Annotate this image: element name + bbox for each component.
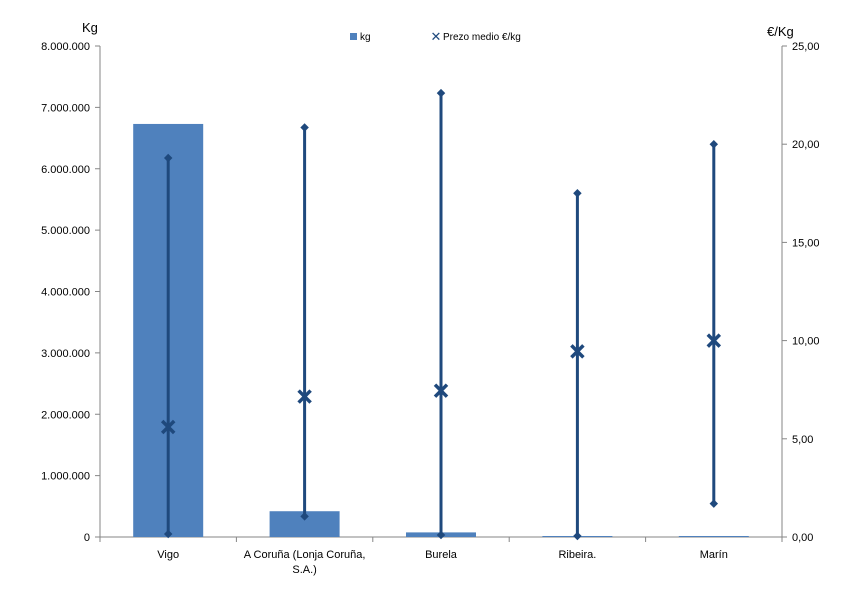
price-high-marker	[709, 139, 719, 149]
axis-labels: 0 1.000.000 2.000.000 3.000.000 4.000.000 5.0…	[41, 41, 819, 576]
left-tick-label: 6.000.000	[41, 164, 90, 176]
price-low-marker	[709, 499, 719, 508]
left-tick-label: 3.000.000	[41, 348, 90, 360]
category-label: Burela	[425, 549, 458, 561]
price-mean-marker	[433, 383, 449, 398]
category-label: A Coruña (Lonja Coruña, S.A.)	[244, 549, 366, 576]
price-high-marker	[163, 153, 173, 163]
price-high-marker	[300, 123, 309, 132]
legend-price-label: Prezo medio €/kg	[443, 32, 521, 43]
right-tick-label: 15,00	[792, 237, 820, 249]
right-tick-label: 0,00	[792, 532, 813, 544]
price-mean-marker	[160, 419, 176, 435]
left-tick-label: 8.000.000	[41, 41, 90, 53]
legend: kg ✕ Prezo medio €/kg	[350, 29, 521, 44]
left-tick-label: 0	[84, 532, 90, 544]
price-mean-marker	[297, 389, 312, 404]
right-tick-label: 20,00	[792, 139, 820, 151]
price-high-marker	[573, 189, 582, 198]
price-low-marker	[436, 530, 446, 540]
category-label: Ribeira.	[558, 549, 596, 561]
price-low-marker	[573, 531, 582, 541]
left-tick-label: 1.000.000	[41, 471, 90, 483]
legend-kg-label: kg	[360, 32, 371, 43]
category-label: Vigo	[157, 549, 179, 561]
price-range-lines	[160, 88, 722, 541]
price-high-marker	[436, 88, 446, 98]
right-tick-label: 5,00	[792, 434, 813, 446]
price-low-marker	[300, 512, 309, 521]
price-mean-marker	[570, 344, 585, 359]
left-axis-title: Kg	[82, 20, 98, 35]
left-tick-label: 2.000.000	[41, 409, 90, 421]
left-tick-label: 7.000.000	[41, 102, 90, 114]
bar-kg	[678, 536, 749, 537]
right-tick-label: 10,00	[792, 336, 820, 348]
price-mean-marker	[706, 333, 722, 348]
left-tick-label: 5.000.000	[41, 225, 90, 237]
legend-kg-swatch	[350, 33, 357, 40]
right-tick-label: 25,00	[792, 41, 820, 53]
left-tick-label: 4.000.000	[41, 287, 90, 299]
category-label: Marín	[700, 549, 728, 561]
right-axis-title: €/Kg	[767, 24, 794, 39]
legend-price-marker: ✕	[431, 29, 442, 44]
